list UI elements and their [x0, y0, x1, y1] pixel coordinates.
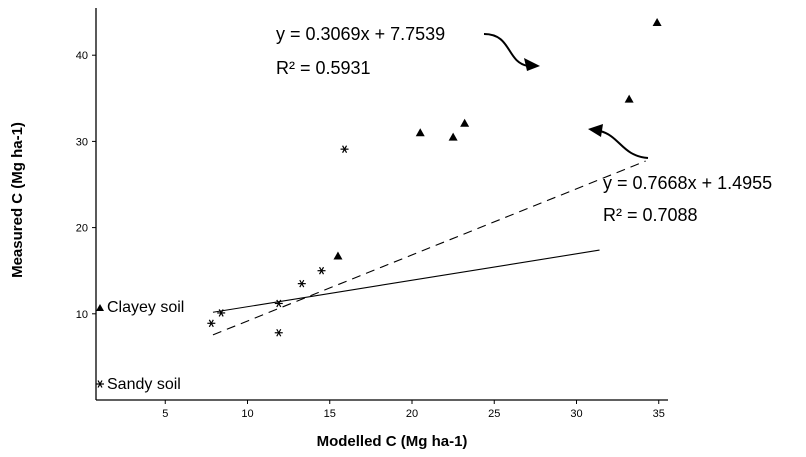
y-tick-label: 20: [76, 223, 88, 235]
sandy-equation-callout-arrow: [483, 33, 529, 67]
x-tick-label: 10: [241, 408, 253, 420]
clayey-soil-point: [460, 118, 470, 127]
x-tick-label: 5: [162, 408, 168, 420]
x-tick-label: 35: [653, 408, 665, 420]
x-axis-ticks: 5 10 15 20 25 30 35: [162, 400, 665, 420]
sandy-soil-point: [274, 328, 283, 337]
sandy-equation-label: y = 0.3069x + 7.7539: [276, 24, 445, 44]
x-tick-label: 15: [324, 408, 336, 420]
legend: Clayey soil Sandy soil: [96, 299, 184, 393]
x-tick-label: 20: [406, 408, 418, 420]
sandy-soil-point: [274, 299, 283, 308]
legend-clayey-label: Clayey soil: [107, 299, 184, 316]
clayey-callout-arrowhead: [588, 124, 603, 137]
sandy-r2-label: R² = 0.5931: [276, 58, 371, 78]
y-tick-label: 30: [76, 136, 88, 148]
clayey-soil-point: [448, 132, 458, 141]
x-tick-label: 30: [570, 408, 582, 420]
legend-clayey-marker: [96, 304, 104, 311]
clayey-soil-point: [624, 94, 634, 103]
x-tick-label: 25: [488, 408, 500, 420]
y-tick-label: 10: [76, 309, 88, 321]
legend-sandy-label: Sandy soil: [107, 376, 181, 393]
regression-lines: [212, 160, 646, 336]
clayey-equation-callout-arrow: [599, 130, 649, 159]
clayey-soil-point: [652, 17, 662, 26]
legend-sandy-marker: [96, 380, 104, 388]
clayey-regression-line: [212, 160, 646, 336]
sandy-callout-arrowhead: [524, 58, 540, 71]
clayey-r2-label: R² = 0.7088: [603, 205, 698, 225]
data-points: [207, 17, 662, 337]
sandy-soil-point: [297, 279, 306, 288]
sandy-soil-point: [317, 266, 326, 275]
y-tick-label: 40: [76, 50, 88, 62]
sandy-regression-line: [212, 249, 600, 313]
x-axis-title: Modelled C (Mg ha-1): [317, 433, 468, 450]
sandy-soil-point: [217, 309, 226, 317]
clayey-soil-point: [333, 251, 343, 260]
sandy-soil-point: [207, 319, 216, 328]
clayey-equation-label: y = 0.7668x + 1.4955: [603, 173, 772, 193]
y-axis-title: Measured C (Mg ha-1): [9, 122, 26, 278]
clayey-soil-point: [415, 128, 425, 137]
sandy-soil-point: [340, 145, 349, 153]
y-axis-ticks: 1020304050: [76, 50, 96, 321]
